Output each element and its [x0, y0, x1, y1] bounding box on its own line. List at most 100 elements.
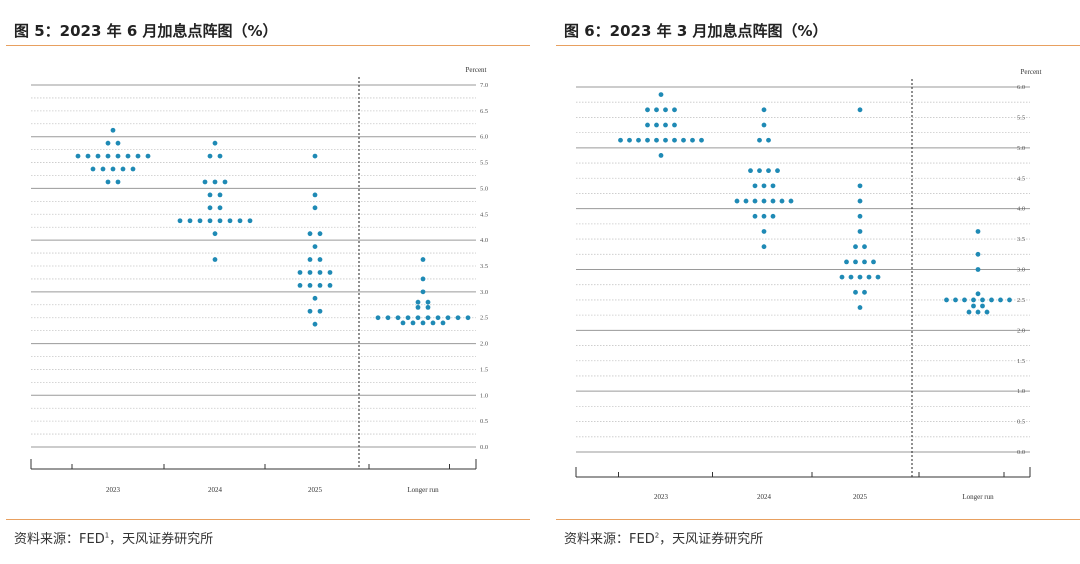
participant-dot: [100, 166, 106, 172]
participant-dot: [857, 229, 863, 234]
participant-dot: [775, 168, 780, 174]
participant-dot: [212, 257, 218, 262]
participant-dot: [658, 153, 664, 158]
participant-dot: [425, 304, 431, 310]
y-tick-label: 2.0: [480, 341, 488, 348]
participant-dot: [177, 218, 183, 224]
participant-dot: [217, 153, 223, 159]
participant-dot: [105, 179, 111, 185]
participant-dot: [247, 218, 253, 224]
participant-dot: [857, 107, 863, 113]
participant-dot: [761, 229, 767, 234]
participant-dot: [779, 198, 785, 204]
footer-divider: [556, 519, 1080, 520]
participant-dot: [297, 282, 303, 288]
participant-dot: [420, 320, 426, 326]
participant-dot: [857, 198, 863, 204]
title-divider: [6, 45, 530, 46]
y-tick-label: 3.0: [480, 289, 488, 296]
participant-dot: [663, 122, 668, 128]
participant-dot: [415, 315, 421, 321]
participant-dot: [120, 166, 126, 172]
participant-dot: [857, 213, 863, 219]
y-tick-label: 0.5: [1017, 419, 1025, 426]
participant-dot: [207, 192, 213, 198]
participant-dot: [663, 107, 668, 113]
participant-dot: [975, 251, 981, 257]
participant-dot: [75, 153, 81, 159]
participant-dot: [770, 183, 776, 189]
participant-dot: [853, 289, 858, 295]
figure-title: 图 6：2023 年 3 月加息点阵图（%）: [564, 22, 828, 40]
participant-dot: [636, 137, 641, 143]
participant-dot: [654, 107, 659, 113]
participant-dot: [734, 198, 740, 204]
participant-dot: [788, 198, 794, 204]
y-tick-label: 5.0: [480, 185, 488, 192]
participant-dot: [105, 140, 111, 146]
participant-dot: [770, 213, 776, 219]
participant-dot: [980, 303, 985, 309]
participant-dot: [307, 282, 313, 288]
y-tick-label: 1.0: [480, 392, 488, 399]
participant-dot: [317, 270, 323, 275]
participant-dot: [761, 244, 767, 250]
participant-dot: [848, 274, 854, 280]
participant-dot: [115, 153, 121, 159]
x-category-label: 2024: [757, 493, 772, 501]
participant-dot: [425, 315, 431, 321]
participant-dot: [385, 315, 391, 321]
participant-dot: [663, 137, 668, 143]
y-tick-label: 7.0: [480, 82, 488, 89]
participant-dot: [984, 309, 990, 315]
participant-dot: [853, 259, 858, 265]
participant-dot: [212, 179, 218, 185]
y-tick-label: 2.5: [480, 315, 488, 322]
participant-dot: [944, 297, 949, 303]
participant-dot: [998, 297, 1003, 303]
participant-dot: [862, 259, 867, 265]
x-category-label: 2024: [208, 486, 223, 494]
x-category-label: 2023: [654, 493, 669, 501]
footer-divider: [6, 519, 530, 520]
participant-dot: [312, 205, 318, 211]
participant-dot: [1007, 297, 1012, 303]
source-prefix: 资料来源：FED: [14, 532, 105, 547]
y-tick-label: 1.5: [1017, 358, 1025, 365]
dot-plot-chart: 0.0 0.5 1.0 1.5 2.0 2.5 3.0 3.5 4.0 4.5 5.0 5.5 6.0 P…: [575, 68, 1042, 501]
source-note: 资料来源：FED1，天风证券研究所: [14, 528, 213, 547]
participant-dot: [761, 198, 767, 204]
y-tick-label: 4.5: [1017, 175, 1025, 182]
x-category-label: Longer run: [962, 493, 994, 501]
participant-dot: [227, 218, 233, 224]
participant-dot: [375, 315, 381, 321]
y-tick-label: 4.0: [480, 237, 488, 244]
participant-dot: [455, 315, 461, 321]
participant-dot: [672, 122, 677, 128]
participant-dot: [207, 153, 213, 159]
y-axis-unit-label: Percent: [1021, 68, 1042, 76]
participant-dot: [317, 282, 323, 288]
participant-dot: [207, 205, 213, 211]
participant-dot: [975, 309, 981, 315]
participant-dot: [420, 276, 426, 282]
participant-dot: [966, 309, 972, 315]
participant-dot: [440, 320, 446, 326]
participant-dot: [953, 297, 958, 303]
participant-dot: [857, 274, 863, 280]
participant-dot: [115, 179, 121, 185]
y-tick-label: 2.5: [1017, 297, 1025, 304]
y-tick-label: 4.0: [1017, 206, 1025, 213]
participant-dot: [237, 218, 243, 224]
figure-title: 图 5：2023 年 6 月加息点阵图（%）: [14, 22, 278, 40]
participant-dot: [115, 140, 121, 146]
participant-dot: [307, 270, 313, 275]
source-prefix: 资料来源：FED: [564, 532, 655, 547]
participant-dot: [770, 198, 776, 204]
participant-dot: [425, 299, 431, 305]
participant-dot: [187, 218, 193, 224]
participant-dot: [971, 297, 976, 303]
participant-dot: [839, 274, 845, 280]
source-note: 资料来源：FED2，天风证券研究所: [564, 528, 763, 547]
participant-dot: [307, 308, 313, 314]
